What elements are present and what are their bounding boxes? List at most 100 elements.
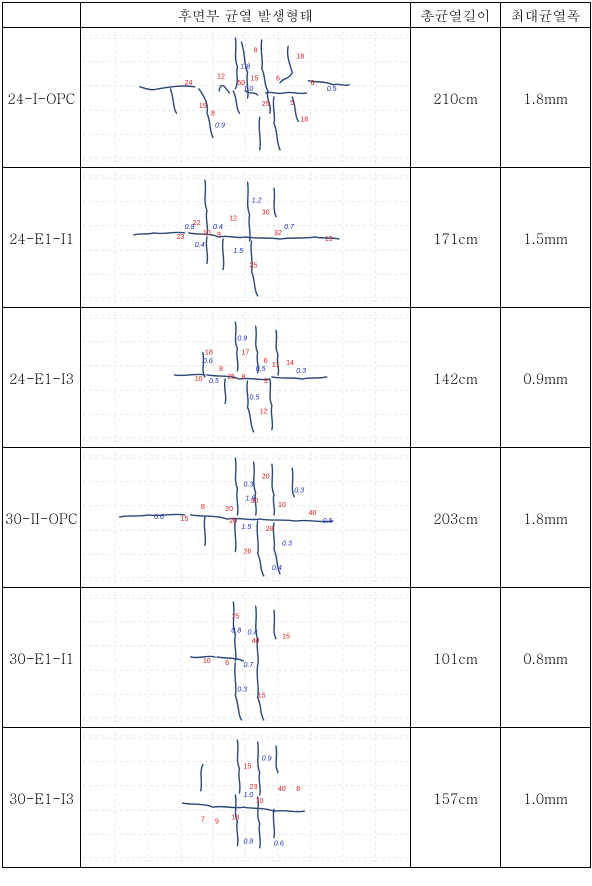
svg-text:26: 26 [243, 547, 251, 555]
table-row: 24-E1-I31817611148102589120.90.60.50.30.… [3, 308, 591, 448]
svg-text:0.4: 0.4 [195, 241, 205, 249]
svg-text:10: 10 [203, 657, 211, 665]
svg-text:23: 23 [176, 233, 184, 241]
svg-text:1.8: 1.8 [240, 62, 250, 70]
svg-text:30: 30 [262, 208, 270, 216]
svg-text:18: 18 [296, 52, 304, 60]
header-label [3, 3, 81, 28]
crack-diagram-svg: 1817611148102589120.90.60.50.30.50.5 [83, 312, 408, 444]
svg-text:0.5: 0.5 [323, 517, 333, 525]
crack-diagram-svg: 221230231093213251.20.80.40.70.41.5 [83, 172, 408, 304]
svg-text:0.9: 0.9 [215, 121, 225, 129]
header-diagram: 후면부 균열 발생형태 [81, 3, 411, 28]
row-label: 30-E1-I3 [3, 728, 81, 868]
header-max-width: 최대균열폭 [501, 3, 591, 28]
svg-text:0.9: 0.9 [237, 334, 247, 342]
svg-text:0.3: 0.3 [237, 685, 247, 693]
svg-text:0.4: 0.4 [213, 222, 223, 230]
svg-text:40: 40 [278, 784, 286, 792]
svg-text:32: 32 [274, 228, 282, 236]
svg-text:1.0: 1.0 [243, 790, 253, 798]
svg-text:0.3: 0.3 [282, 539, 292, 547]
svg-text:14: 14 [286, 358, 294, 366]
svg-text:17: 17 [241, 348, 249, 356]
svg-text:40: 40 [308, 508, 316, 516]
crack-diagram-cell: 1817611148102589120.90.60.50.30.50.5 [81, 308, 411, 448]
svg-text:1.5: 1.5 [233, 247, 243, 255]
max-width: 0.9mm [501, 308, 591, 448]
svg-text:28: 28 [266, 525, 274, 533]
svg-text:11: 11 [272, 360, 279, 368]
svg-text:25: 25 [262, 100, 270, 108]
svg-text:0.6: 0.6 [274, 839, 284, 847]
svg-text:15: 15 [199, 102, 207, 110]
crack-table: 후면부 균열 발생형태 총균열길이 최대균열폭 24-I-OPC81824125… [2, 2, 591, 868]
crack-diagram-cell: 15 40 15 10 6 15 0.8 0.4 0.7 0.3 [81, 588, 411, 728]
svg-text:1.2: 1.2 [252, 196, 262, 204]
svg-text:20: 20 [262, 472, 270, 480]
svg-text:0.4: 0.4 [248, 628, 258, 636]
svg-text:20: 20 [225, 504, 233, 512]
svg-text:0.3: 0.3 [243, 480, 253, 488]
svg-text:18: 18 [300, 115, 308, 123]
svg-text:10: 10 [278, 500, 286, 508]
svg-text:1.8: 1.8 [246, 494, 256, 502]
svg-text:7: 7 [201, 815, 205, 823]
svg-text:15: 15 [282, 632, 290, 640]
svg-text:1.0: 1.0 [243, 84, 253, 92]
svg-text:15: 15 [181, 515, 189, 523]
max-width: 1.8mm [501, 448, 591, 588]
crack-diagram-svg: 15 40 15 10 6 15 0.8 0.4 0.7 0.3 [83, 592, 408, 724]
total-length: 210cm [411, 28, 501, 168]
svg-text:0.8: 0.8 [231, 626, 241, 634]
svg-text:0.6: 0.6 [154, 513, 164, 521]
svg-text:40: 40 [252, 636, 260, 644]
table-row: 24-E1-I1221230231093213251.20.80.40.70.4… [3, 168, 591, 308]
svg-text:10: 10 [195, 375, 203, 383]
row-label: 30-E1-I1 [3, 588, 81, 728]
svg-text:8: 8 [241, 373, 245, 381]
max-width: 1.8mm [501, 28, 591, 168]
svg-text:25: 25 [227, 373, 235, 381]
svg-text:10: 10 [256, 797, 264, 805]
svg-text:12: 12 [217, 72, 225, 80]
total-length: 142cm [411, 308, 501, 448]
svg-text:0.5: 0.5 [209, 377, 219, 385]
row-label: 30-II-OPC [3, 448, 81, 588]
svg-text:0.7: 0.7 [243, 661, 254, 669]
svg-text:12: 12 [260, 407, 268, 415]
max-width: 1.0mm [501, 728, 591, 868]
svg-text:8: 8 [254, 46, 258, 54]
header-row: 후면부 균열 발생형태 총균열길이 최대균열폭 [3, 3, 591, 28]
svg-text:15: 15 [258, 691, 266, 699]
max-width: 0.8mm [501, 588, 591, 728]
svg-text:0.7: 0.7 [284, 222, 295, 230]
svg-text:1.5: 1.5 [241, 523, 251, 531]
svg-text:6: 6 [225, 659, 229, 667]
svg-text:9: 9 [217, 230, 221, 238]
max-width: 1.5mm [501, 168, 591, 308]
svg-text:0.6: 0.6 [203, 356, 213, 364]
crack-diagram-cell: 8182412501566158255181.81.00.50.9 [81, 28, 411, 168]
svg-text:6: 6 [310, 78, 314, 86]
svg-text:0.9: 0.9 [262, 754, 272, 762]
total-length: 203cm [411, 448, 501, 588]
total-length: 101cm [411, 588, 501, 728]
crack-diagram-cell: 221230231093213251.20.80.40.70.41.5 [81, 168, 411, 308]
svg-text:15: 15 [243, 762, 251, 770]
total-length: 157cm [411, 728, 501, 868]
svg-text:15: 15 [231, 612, 239, 620]
svg-text:0.4: 0.4 [272, 563, 282, 571]
header-total-length: 총균열길이 [411, 3, 501, 28]
svg-text:8: 8 [296, 784, 300, 792]
svg-text:5: 5 [290, 99, 294, 107]
svg-text:18: 18 [205, 348, 213, 356]
row-label: 24-E1-I3 [3, 308, 81, 448]
svg-text:0.5: 0.5 [250, 393, 260, 401]
svg-text:25: 25 [250, 261, 258, 269]
crack-diagram-svg: 15234081079130.91.00.80.6 [83, 732, 408, 864]
svg-text:6: 6 [264, 356, 268, 364]
table-row: 24-I-OPC8182412501566158255181.81.00.50.… [3, 28, 591, 168]
svg-text:9: 9 [215, 817, 219, 825]
svg-text:12: 12 [229, 214, 237, 222]
